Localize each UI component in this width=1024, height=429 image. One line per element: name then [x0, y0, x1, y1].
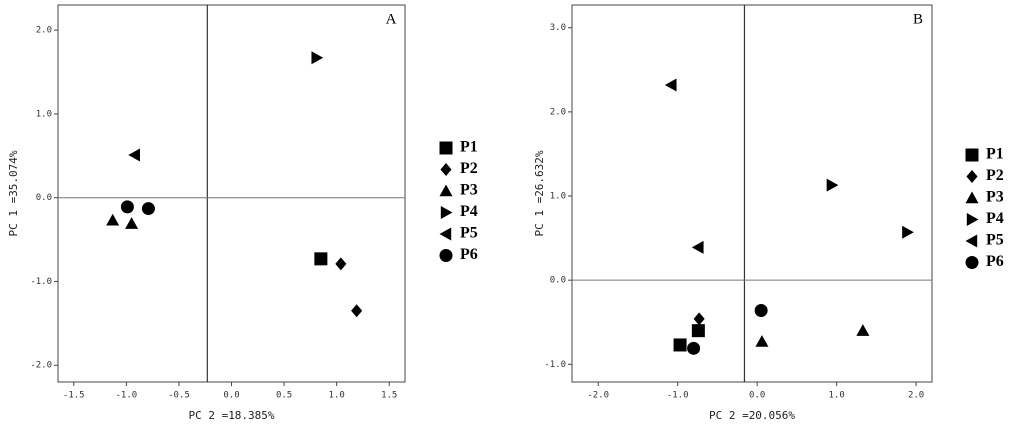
data-point	[125, 217, 139, 229]
x-tick-label: 0.0	[223, 391, 239, 401]
data-point	[335, 257, 347, 271]
data-point	[673, 338, 687, 352]
legend-label: P3	[460, 182, 478, 199]
x-tick-label: -1.0	[116, 391, 138, 401]
x-tick-label: -0.5	[168, 391, 190, 401]
legend-label: P2	[986, 167, 1004, 184]
legend-label: P1	[986, 146, 1004, 163]
legend-marker	[439, 184, 453, 197]
x-tick-label: -2.0	[587, 391, 609, 401]
x-axis-label: PC 2 =18.385%	[188, 409, 274, 422]
x-tick-label: 1.0	[329, 391, 345, 401]
legend-marker	[439, 249, 453, 262]
legend-marker	[966, 170, 978, 183]
y-tick-label: 0.0	[36, 193, 52, 203]
legend-label: P5	[986, 232, 1004, 249]
panel-label: A	[386, 11, 397, 27]
x-tick-label: 1.5	[381, 391, 397, 401]
legend-marker	[439, 227, 452, 241]
y-tick-label: 3.0	[550, 23, 566, 33]
legend-marker	[965, 191, 979, 204]
y-tick-label: -1.0	[544, 360, 566, 370]
legend-marker	[440, 206, 453, 219]
x-tick-label: 2.0	[908, 391, 924, 401]
y-tick-label: -1.0	[30, 277, 52, 287]
x-tick-label: 0.0	[749, 391, 765, 401]
plot-frame	[571, 4, 933, 383]
x-tick-label: -1.5	[63, 391, 85, 401]
data-point	[693, 312, 705, 326]
legend-marker	[440, 163, 452, 176]
y-axis-label: PC 1 =26.632%	[533, 150, 546, 236]
legend-marker	[439, 141, 453, 155]
data-point	[691, 240, 704, 254]
y-tick-label: 1.0	[550, 192, 566, 202]
data-point	[311, 51, 324, 65]
y-tick-label: 1.0	[36, 109, 52, 119]
data-point	[128, 148, 140, 162]
plot-frame	[57, 4, 406, 383]
data-point	[314, 252, 328, 266]
data-point	[687, 341, 701, 355]
data-point	[856, 324, 870, 336]
y-axis-label: PC 1 =35.074%	[7, 150, 20, 236]
data-point	[120, 200, 134, 214]
legend-marker	[965, 234, 978, 248]
legend-marker	[966, 213, 979, 226]
y-tick-label: -2.0	[30, 361, 52, 371]
legend-label: P4	[986, 210, 1004, 227]
x-tick-label: 1.0	[829, 391, 845, 401]
x-axis-label: PC 2 =20.056%	[709, 409, 795, 422]
data-point	[106, 213, 120, 226]
y-tick-label: 2.0	[36, 26, 52, 36]
legend-label: P6	[986, 253, 1004, 270]
data-point	[141, 202, 155, 216]
data-point	[691, 324, 705, 338]
data-point	[826, 178, 839, 192]
legend-label: P2	[460, 160, 478, 177]
legend-label: P4	[460, 203, 478, 220]
data-point	[664, 78, 677, 92]
data-point	[754, 303, 768, 317]
panel-label: B	[913, 11, 923, 27]
data-point	[755, 335, 769, 347]
y-tick-label: 0.0	[550, 276, 566, 286]
x-tick-label: 0.5	[276, 391, 292, 401]
legend-label: P3	[986, 189, 1004, 206]
y-tick-label: 2.0	[550, 107, 566, 117]
x-tick-label: -1.0	[667, 391, 689, 401]
legend-label: P6	[460, 246, 478, 263]
legend-marker	[965, 148, 979, 162]
data-point	[351, 304, 363, 318]
legend-label: P5	[460, 225, 478, 242]
legend-marker	[965, 256, 979, 269]
data-point	[902, 225, 914, 239]
legend-label: P1	[460, 139, 478, 156]
